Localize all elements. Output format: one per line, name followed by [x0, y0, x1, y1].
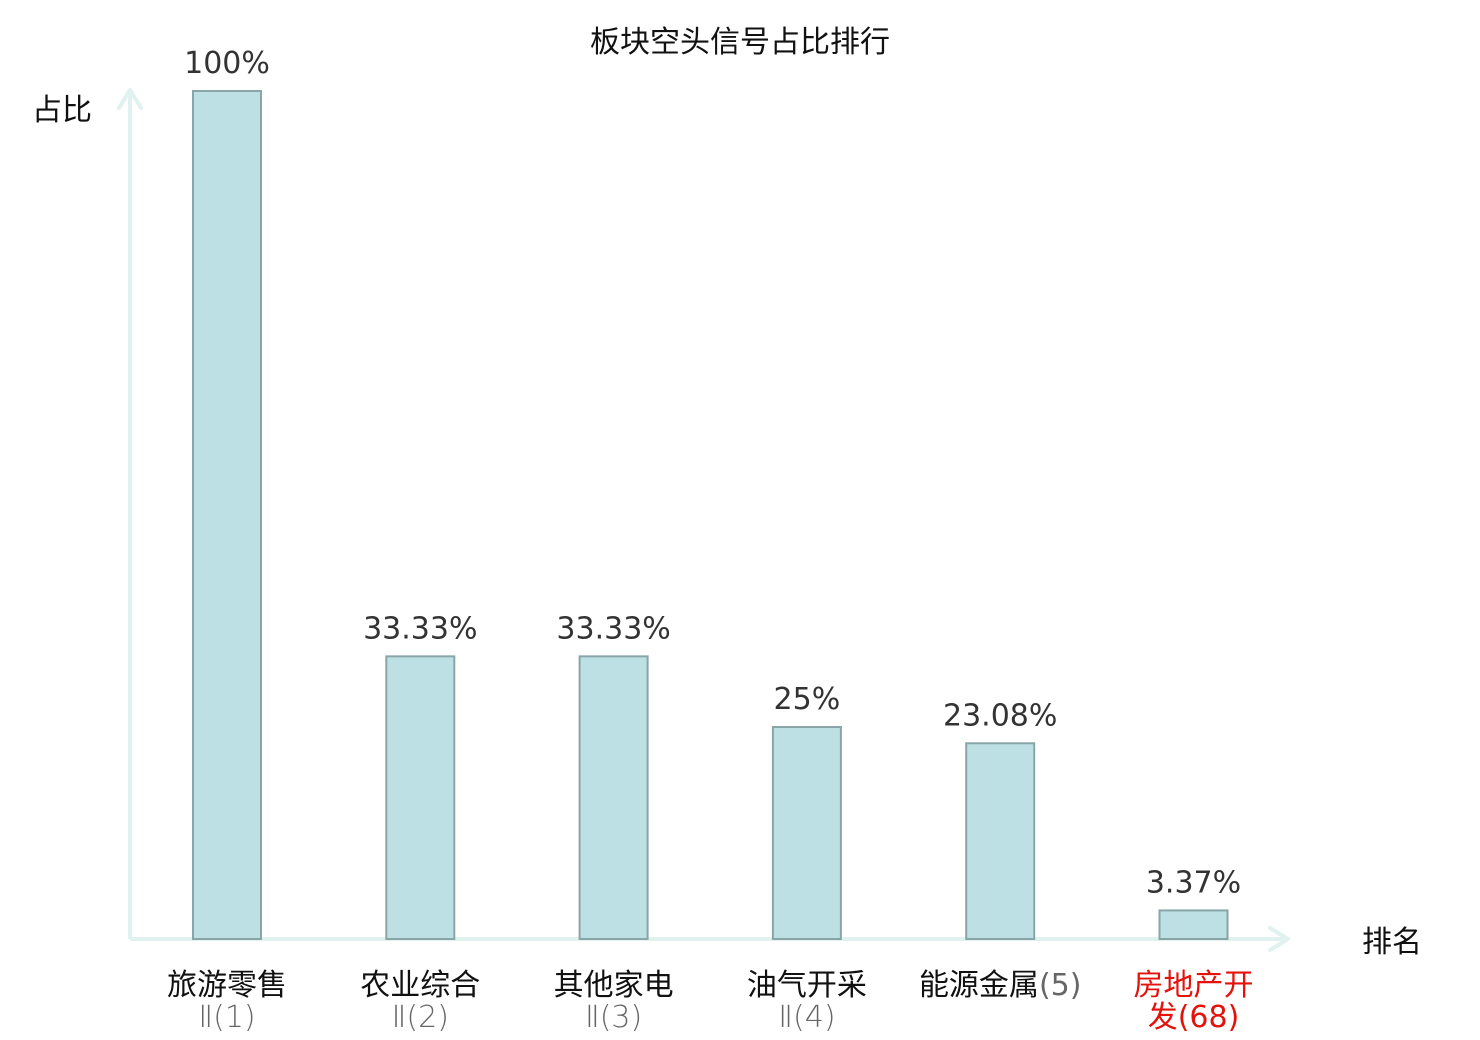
x-tick-rank-label: Ⅱ(1) — [198, 1000, 255, 1035]
x-tick-label: 其他家电 — [554, 968, 674, 1003]
x-tick-label: 能源金属(5) — [919, 968, 1081, 1003]
x-tick-label: 旅游零售 — [167, 968, 287, 1003]
bar — [965, 742, 1036, 941]
bar — [1158, 909, 1229, 941]
bar — [578, 655, 649, 940]
x-tick-rank-label-highlight: 发(68) — [1148, 1000, 1240, 1035]
bar-value-label: 23.08% — [943, 698, 1057, 733]
y-axis-arrow — [117, 88, 143, 110]
bar-value-label: 25% — [774, 682, 841, 717]
bar-value-label: 100% — [184, 46, 270, 81]
x-tick-label: 农业综合 — [360, 968, 480, 1003]
bar — [192, 90, 262, 940]
axes — [117, 88, 1290, 952]
x-tick-label: 油气开采 — [747, 968, 867, 1003]
x-tick-rank-label: Ⅱ(4) — [778, 1000, 835, 1035]
bar — [385, 655, 456, 940]
x-tick-label-highlight: 房地产开 — [1134, 968, 1254, 1003]
bar-value-label: 33.33% — [363, 611, 477, 646]
x-axis-label: 排名 — [1362, 925, 1422, 960]
x-tick-rank-label: Ⅱ(3) — [585, 1000, 642, 1035]
x-axis-arrow — [1268, 926, 1290, 952]
y-axis-label: 占比 — [32, 93, 92, 128]
x-tick-rank-label: Ⅱ(2) — [392, 1000, 449, 1035]
bar-value-label: 3.37% — [1146, 865, 1241, 900]
chart-title: 板块空头信号占比排行 — [590, 25, 890, 60]
bar-value-label: 33.33% — [556, 611, 670, 646]
bar — [771, 726, 842, 940]
